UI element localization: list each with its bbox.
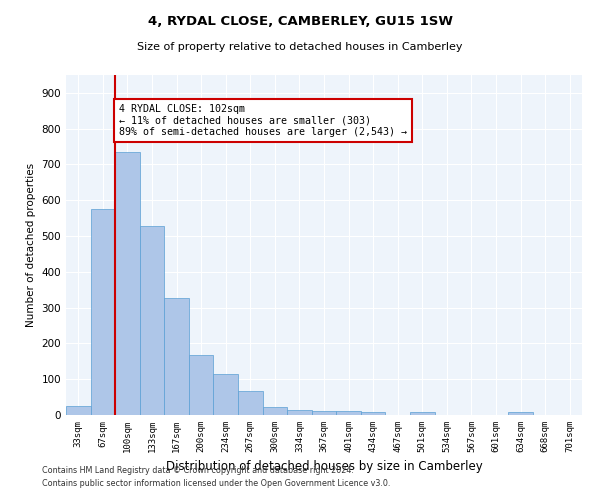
Text: Contains HM Land Registry data © Crown copyright and database right 2024.: Contains HM Land Registry data © Crown c… xyxy=(42,466,354,475)
Bar xyxy=(140,226,164,415)
Bar xyxy=(361,412,385,415)
Bar xyxy=(214,374,238,415)
Bar xyxy=(164,298,189,415)
Bar xyxy=(66,406,91,415)
Bar xyxy=(287,410,312,415)
Y-axis label: Number of detached properties: Number of detached properties xyxy=(26,163,36,327)
Bar xyxy=(336,412,361,415)
Text: 4, RYDAL CLOSE, CAMBERLEY, GU15 1SW: 4, RYDAL CLOSE, CAMBERLEY, GU15 1SW xyxy=(148,15,452,28)
Text: Contains public sector information licensed under the Open Government Licence v3: Contains public sector information licen… xyxy=(42,478,391,488)
Bar xyxy=(263,407,287,415)
Bar xyxy=(189,355,214,415)
Text: 4 RYDAL CLOSE: 102sqm
← 11% of detached houses are smaller (303)
89% of semi-det: 4 RYDAL CLOSE: 102sqm ← 11% of detached … xyxy=(119,104,407,137)
Bar xyxy=(91,209,115,415)
Bar xyxy=(508,412,533,415)
Bar xyxy=(238,390,263,415)
Bar xyxy=(312,412,336,415)
Text: Size of property relative to detached houses in Camberley: Size of property relative to detached ho… xyxy=(137,42,463,52)
X-axis label: Distribution of detached houses by size in Camberley: Distribution of detached houses by size … xyxy=(166,460,482,473)
Bar xyxy=(410,412,434,415)
Bar xyxy=(115,152,140,415)
